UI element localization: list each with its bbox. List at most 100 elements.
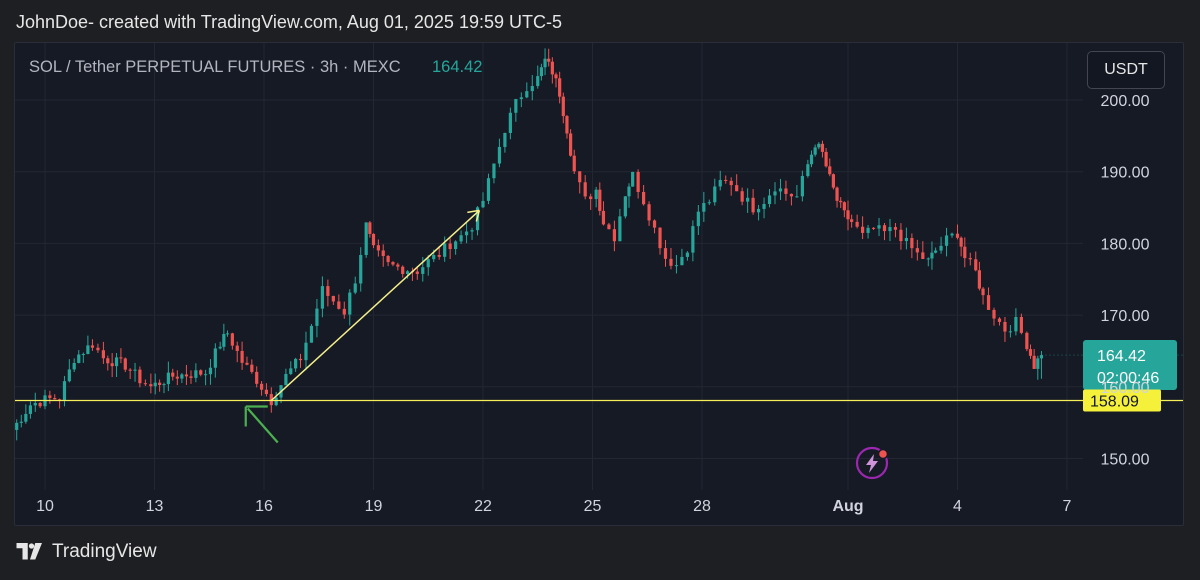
candle [114, 352, 119, 378]
candle-body [828, 166, 832, 175]
candle-body [817, 143, 821, 148]
candle-body [304, 342, 308, 361]
chart-panel[interactable]: 164.42 02:00:46 158.09 10 13 16 19 22 25 28 Aug 4 7… [14, 42, 1184, 526]
candle [861, 216, 865, 240]
candle [820, 140, 825, 158]
candle-body [391, 262, 395, 265]
candle-body [162, 384, 166, 386]
tradingview-footer[interactable]: TradingView [16, 541, 157, 563]
candle [184, 364, 189, 385]
candle [454, 240, 458, 255]
candle [106, 355, 110, 371]
candle-body [702, 203, 706, 212]
candle-body [607, 224, 611, 230]
candle [904, 227, 908, 250]
annotations-group: 164.42 02:00:46 158.09 [15, 209, 1183, 480]
candle [636, 169, 640, 199]
x-tick-label: 22 [474, 498, 492, 515]
candle-body [939, 245, 943, 251]
y-tick-label: 150.00 [1101, 452, 1150, 469]
candle [235, 341, 239, 363]
candle [824, 148, 828, 168]
candle-body [578, 171, 582, 183]
candle [481, 192, 485, 209]
lightning-alert-icon[interactable] [855, 446, 889, 480]
symbol-title[interactable]: SOL / Tether PERPETUAL FUTURES · 3h · ME… [29, 58, 401, 76]
candle-body [806, 164, 810, 177]
candle [992, 307, 996, 326]
candle-body [674, 265, 679, 267]
candle [565, 115, 569, 139]
candle-body [230, 333, 234, 346]
candle-body [348, 292, 352, 315]
candle [910, 233, 914, 259]
candle-body [572, 155, 576, 172]
candle [15, 419, 19, 441]
y-tick-label: 200.00 [1101, 93, 1150, 110]
candle-body [762, 203, 766, 209]
candle [459, 230, 463, 245]
currency-unit-button[interactable]: USDT [1087, 51, 1165, 89]
candle [554, 72, 558, 88]
candle-body [171, 372, 175, 377]
candle [598, 182, 602, 216]
price-chart[interactable]: 164.42 02:00:46 158.09 10 13 16 19 22 25 28 Aug 4 7… [15, 43, 1183, 525]
candle-body [114, 357, 119, 367]
candle-body [342, 308, 346, 315]
candle-body [824, 151, 828, 167]
candle [539, 63, 543, 81]
candle-body [225, 333, 230, 335]
candle [882, 223, 887, 241]
candle [376, 239, 380, 257]
candle [806, 159, 810, 178]
candle-body [877, 225, 881, 229]
candle-body [866, 227, 870, 233]
candle [123, 357, 127, 373]
candle-body [746, 197, 750, 202]
candle-body [353, 283, 357, 293]
candle-body [1019, 316, 1023, 333]
candle-body [381, 250, 385, 256]
candle [289, 361, 293, 376]
candle-body [454, 241, 458, 250]
candle-body [740, 191, 744, 202]
candle-body [1036, 358, 1040, 369]
chart-grid [15, 43, 1083, 490]
candle [981, 287, 985, 305]
candle [977, 261, 981, 291]
candle [503, 132, 507, 153]
candle [550, 57, 554, 84]
candle [1014, 308, 1018, 336]
candle-body [149, 384, 153, 387]
candle-body [415, 271, 419, 274]
candle [353, 276, 357, 295]
candle-body [554, 74, 558, 79]
candle-body [250, 364, 254, 372]
candle-body [735, 185, 739, 192]
candle-body [284, 373, 288, 386]
candle [674, 255, 679, 274]
candle [871, 227, 876, 230]
candle [294, 357, 298, 372]
line-price-box [1083, 389, 1161, 412]
candle-body [19, 421, 23, 423]
candle [470, 227, 474, 240]
candle-body [789, 193, 794, 197]
candle [250, 359, 254, 374]
candle-body [565, 116, 569, 134]
candle [77, 350, 81, 364]
candle [934, 247, 938, 254]
x-tick-label: 19 [365, 498, 383, 515]
candle-body [778, 188, 783, 192]
candle-body [696, 211, 700, 227]
candle [817, 142, 821, 150]
candle-body [691, 226, 695, 253]
candle [899, 223, 903, 250]
candle [386, 254, 390, 267]
candle [642, 184, 646, 206]
candle [274, 391, 278, 407]
candle-body [245, 362, 249, 365]
candle [729, 177, 733, 196]
candle-body [855, 221, 859, 227]
candle-body [497, 146, 502, 164]
